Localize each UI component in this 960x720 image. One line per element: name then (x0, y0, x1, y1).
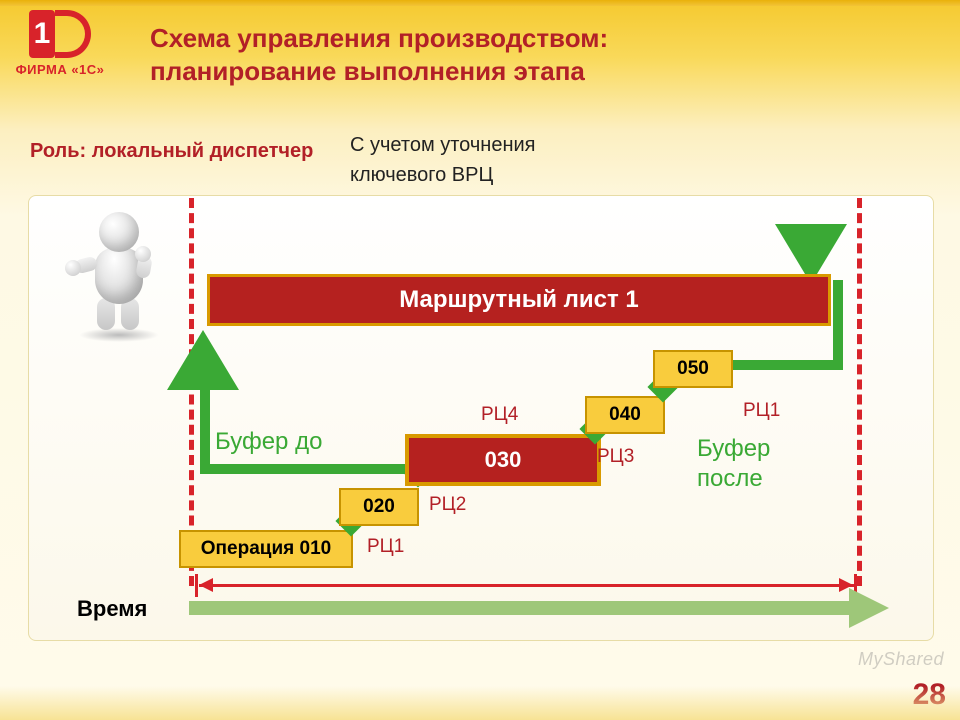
subtitle-line-2: ключевого ВРЦ (350, 164, 493, 186)
buffer-path (200, 384, 210, 470)
buffer-path (833, 280, 843, 370)
logo-one: 1 (29, 10, 55, 58)
slide-title: Схема управления производством: планиров… (150, 22, 608, 87)
buffer-path (723, 360, 843, 370)
rc-label-020: РЦ2 (429, 494, 466, 516)
character-icon (49, 206, 169, 346)
rc-label-040: РЦ3 (597, 446, 634, 468)
decor-bottom-strip (0, 686, 960, 720)
title-line-1: Схема управления производством: (150, 23, 608, 53)
title-line-2: планирование выполнения этапа (150, 56, 585, 86)
boundary-right (857, 198, 862, 586)
rc-label-010: РЦ1 (367, 536, 404, 558)
buffer-before-label: Буфер до (215, 428, 322, 456)
operation-box-020: 020 (339, 488, 419, 526)
watermark: MyShared (858, 649, 944, 670)
time-span-indicator (193, 584, 859, 585)
time-axis-arrow (189, 596, 889, 620)
operation-box-040: 040 (585, 396, 665, 434)
role-label: Роль: локальный диспетчер (30, 140, 313, 163)
logo-c (55, 10, 91, 58)
marker-start-triangle (167, 330, 239, 390)
buffer-after-label: Буферпосле (697, 434, 787, 494)
operation-box-050: 050 (653, 350, 733, 388)
logo-1c: 1 ФИРМА «1С» (12, 10, 108, 77)
diagram-panel: Маршрутный лист 1 Буфер до Буферпосле Оп… (28, 195, 934, 641)
operation-box-030: 030 (405, 434, 601, 486)
rc-label-030: РЦ4 (481, 404, 518, 426)
route-sheet-bar: Маршрутный лист 1 (207, 274, 831, 326)
decor-top-strip (0, 0, 960, 6)
subtitle: С учетом уточнения ключевого ВРЦ (350, 130, 536, 190)
time-axis-label: Время (77, 596, 147, 622)
subtitle-line-1: С учетом уточнения (350, 134, 536, 156)
boundary-left (189, 198, 194, 586)
buffer-path (200, 464, 410, 474)
rc-label-050: РЦ1 (743, 400, 780, 422)
logo-caption: ФИРМА «1С» (12, 62, 108, 77)
operation-box-010: Операция 010 (179, 530, 353, 568)
